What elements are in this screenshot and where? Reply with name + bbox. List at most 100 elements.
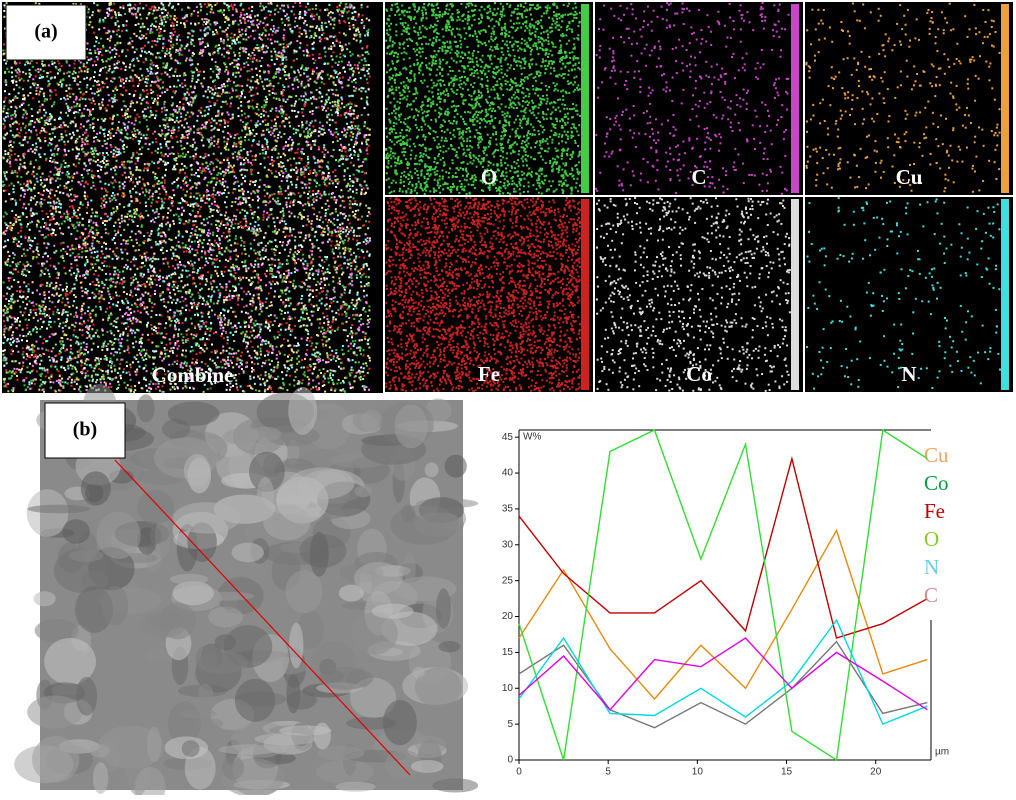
- dot: [83, 78, 85, 80]
- dot: [171, 96, 173, 98]
- dot: [229, 45, 231, 47]
- dot: [193, 71, 195, 73]
- dot: [202, 24, 204, 26]
- dot: [296, 152, 298, 154]
- dot: [86, 259, 88, 261]
- dot: [330, 359, 332, 361]
- dot: [350, 254, 352, 256]
- dot: [224, 122, 226, 124]
- dot: [249, 58, 251, 60]
- dot: [368, 268, 370, 270]
- dot: [56, 127, 58, 129]
- dot: [119, 368, 121, 370]
- dot: [37, 243, 39, 245]
- dot: [315, 185, 317, 187]
- dot: [222, 171, 224, 173]
- dot: [147, 78, 149, 80]
- dot: [110, 37, 112, 39]
- dot: [25, 207, 27, 209]
- dot: [40, 184, 42, 186]
- dot: [316, 89, 318, 91]
- dot: [126, 133, 128, 135]
- dot: [310, 227, 312, 229]
- dot: [67, 115, 69, 117]
- dot: [189, 309, 191, 311]
- dot: [47, 255, 49, 257]
- dot: [151, 282, 153, 284]
- dot: [151, 246, 153, 248]
- dot: [86, 346, 88, 348]
- dot: [353, 165, 355, 167]
- dot: [173, 85, 175, 87]
- dot: [77, 361, 79, 363]
- dot: [221, 333, 223, 335]
- dot: [314, 81, 316, 83]
- dot: [79, 99, 81, 101]
- dot: [318, 383, 320, 385]
- dot: [76, 371, 78, 373]
- dot: [358, 72, 360, 74]
- dot: [194, 149, 196, 151]
- dot: [322, 287, 324, 289]
- dot: [353, 154, 355, 156]
- dot: [219, 324, 221, 326]
- dot: [55, 180, 57, 182]
- dot: [270, 51, 272, 53]
- dot: [110, 386, 112, 388]
- dot: [369, 129, 371, 131]
- dot: [251, 367, 253, 369]
- dot: [213, 187, 215, 189]
- dot: [9, 255, 11, 257]
- dot: [141, 79, 143, 81]
- dot: [82, 290, 84, 292]
- dot: [199, 3, 201, 5]
- dot: [209, 334, 211, 336]
- dot: [228, 192, 230, 194]
- dot: [191, 294, 193, 296]
- dot: [344, 217, 346, 219]
- dot: [265, 245, 267, 247]
- dot: [106, 72, 108, 74]
- dot: [115, 267, 117, 269]
- dot: [239, 20, 241, 22]
- dot: [121, 338, 123, 340]
- dot: [130, 284, 132, 286]
- dot: [241, 360, 243, 362]
- dot: [170, 277, 172, 279]
- dot: [48, 273, 50, 275]
- dot: [339, 4, 341, 6]
- dot: [174, 286, 176, 288]
- dot: [151, 195, 153, 197]
- dot: [335, 199, 337, 201]
- dot: [344, 21, 346, 23]
- dot: [237, 243, 239, 245]
- dot: [30, 121, 32, 123]
- dot: [135, 239, 137, 241]
- dot: [149, 300, 151, 302]
- dot: [115, 292, 117, 294]
- dot: [188, 328, 190, 330]
- dot: [329, 346, 331, 348]
- dot: [155, 115, 157, 117]
- dot: [10, 222, 12, 224]
- dot: [77, 356, 79, 358]
- dot: [5, 230, 7, 232]
- dot: [157, 97, 159, 99]
- dot: [3, 246, 5, 248]
- dot: [172, 115, 174, 117]
- dot: [86, 343, 88, 345]
- dot: [260, 116, 262, 118]
- dot: [342, 155, 344, 157]
- dot: [219, 260, 221, 262]
- dot: [138, 349, 140, 351]
- dot: [369, 237, 371, 239]
- dot: [40, 193, 42, 195]
- dot: [333, 20, 335, 22]
- dot: [172, 350, 174, 352]
- dot: [138, 215, 140, 217]
- dot: [51, 374, 53, 376]
- dot: [70, 348, 72, 350]
- dot: [198, 22, 200, 24]
- dot: [285, 329, 287, 331]
- dot: [115, 210, 117, 212]
